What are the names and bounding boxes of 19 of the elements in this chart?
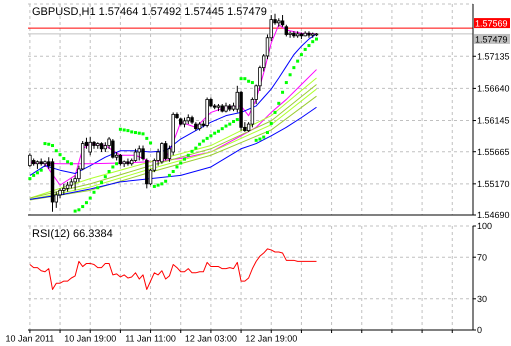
y-tick-label: 1.55170 <box>477 179 510 190</box>
y-tick-label: 1.57135 <box>477 51 510 62</box>
y-tick-label: 70 <box>477 252 488 262</box>
y-tick-label: 100 <box>477 221 492 232</box>
x-tick-label: 12 Jan 03:00 <box>184 333 237 344</box>
x-tick-label: 11 Jan 11:00 <box>125 333 176 344</box>
y-tick-label: 0 <box>477 325 482 336</box>
x-tick-label: 10 Jan 19:00 <box>64 333 116 344</box>
ref-line-label: 1.57569 <box>475 18 508 29</box>
ref-line-label: 1.57479 <box>475 34 508 44</box>
y-tick-label: 1.56145 <box>477 116 510 126</box>
x-tick-label: 10 Jan 2011 <box>5 333 54 344</box>
y-tick-label: 1.56640 <box>477 84 510 94</box>
chart-title: GBPUSD,H1 1.57464 1.57492 1.57445 1.57479 <box>32 6 267 18</box>
y-tick-label: 30 <box>477 294 488 304</box>
chart-title: RSI(12) 66.3384 <box>32 228 113 240</box>
x-tick-label: 12 Jan 19:00 <box>245 333 298 344</box>
y-tick-label: 1.55665 <box>477 146 510 157</box>
y-tick-label: 1.54690 <box>477 210 510 220</box>
